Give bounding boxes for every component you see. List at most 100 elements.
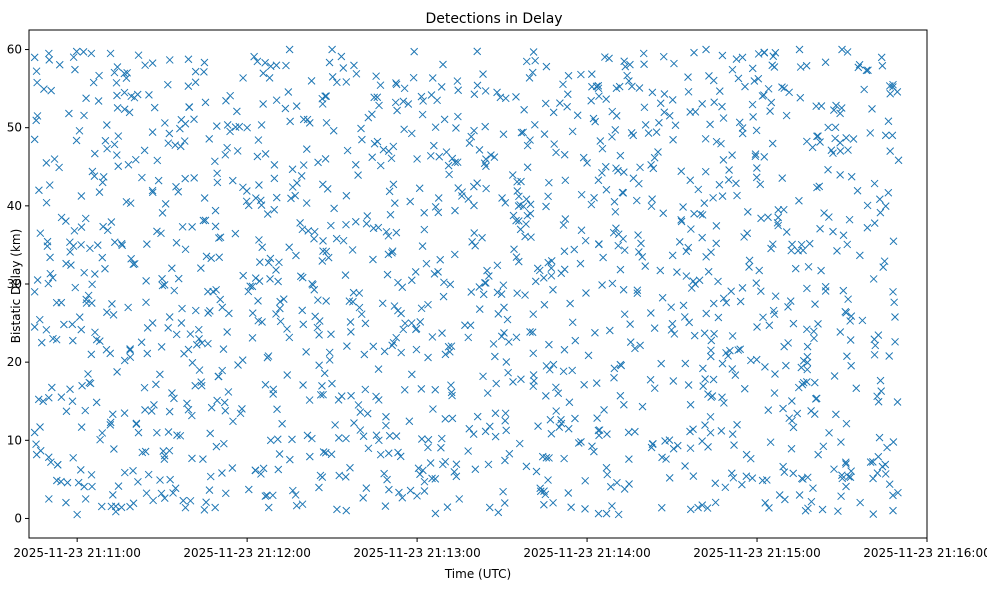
data-point	[68, 397, 77, 406]
data-point	[512, 93, 520, 101]
data-point	[360, 350, 369, 359]
x-tick-label: 2025-11-23 21:15:00	[693, 546, 820, 560]
data-point	[370, 93, 379, 102]
data-point	[836, 109, 844, 118]
data-point	[30, 287, 39, 296]
data-point	[417, 304, 426, 313]
data-point	[603, 430, 611, 439]
data-point	[199, 455, 207, 463]
data-point	[453, 77, 462, 85]
data-point	[62, 217, 70, 225]
data-point	[843, 240, 852, 249]
data-point	[702, 252, 711, 261]
data-point	[178, 222, 187, 231]
data-point	[216, 233, 225, 242]
data-point	[501, 409, 510, 418]
data-point	[228, 176, 237, 185]
data-point	[188, 223, 196, 231]
data-point	[231, 229, 240, 238]
y-tick-label: 0	[14, 511, 22, 525]
data-point	[629, 131, 638, 140]
data-point	[178, 304, 186, 313]
data-point	[894, 488, 902, 497]
data-point	[226, 127, 234, 136]
data-point	[863, 201, 872, 210]
data-point	[239, 74, 247, 82]
data-point	[88, 167, 97, 176]
data-point	[764, 84, 773, 93]
data-point	[782, 361, 790, 370]
data-point	[172, 238, 181, 247]
data-point	[549, 108, 558, 117]
data-point	[595, 92, 603, 101]
data-point	[561, 176, 570, 185]
data-point	[682, 272, 691, 280]
data-point	[81, 214, 90, 223]
data-point	[339, 64, 348, 72]
data-point	[126, 199, 135, 208]
data-point	[468, 238, 476, 246]
data-point	[397, 348, 406, 357]
data-point	[138, 173, 146, 182]
data-point	[482, 155, 490, 163]
data-point	[523, 141, 532, 150]
data-point	[448, 391, 456, 400]
data-point	[711, 498, 720, 507]
data-point	[165, 56, 174, 64]
data-point	[147, 407, 156, 415]
data-point	[225, 309, 233, 318]
data-point	[559, 221, 568, 229]
data-point	[764, 213, 772, 222]
data-point	[509, 378, 517, 386]
data-point	[866, 458, 875, 466]
data-point	[707, 346, 715, 355]
data-point	[581, 476, 590, 485]
data-point	[680, 313, 689, 321]
data-point	[259, 69, 268, 78]
data-point	[807, 407, 815, 415]
data-point	[68, 336, 77, 345]
data-point	[180, 137, 189, 145]
data-point	[757, 214, 765, 223]
data-point	[452, 472, 461, 481]
data-point	[101, 136, 110, 145]
data-point	[342, 434, 350, 443]
data-point	[331, 421, 339, 429]
data-point	[380, 469, 388, 478]
data-point	[37, 338, 46, 347]
data-point	[200, 506, 209, 514]
data-point	[77, 240, 85, 249]
data-point	[316, 390, 325, 399]
data-point	[838, 45, 846, 54]
data-point	[156, 370, 164, 379]
data-point	[611, 126, 620, 134]
data-point	[319, 247, 327, 255]
data-point	[343, 342, 351, 351]
data-point	[78, 381, 86, 390]
data-point	[273, 405, 281, 414]
data-point	[522, 462, 531, 471]
data-point	[807, 497, 816, 506]
data-point	[700, 199, 709, 207]
data-point	[165, 313, 174, 321]
data-point	[106, 421, 115, 429]
data-point	[347, 327, 355, 336]
data-point	[536, 484, 545, 493]
data-point	[839, 286, 848, 295]
data-point	[838, 471, 846, 480]
data-point	[829, 227, 837, 236]
data-point	[53, 460, 62, 469]
data-point	[471, 241, 480, 250]
data-point	[677, 167, 686, 176]
data-point	[395, 488, 403, 497]
data-point	[778, 174, 787, 182]
data-point	[493, 261, 502, 270]
data-point	[544, 192, 552, 201]
data-point	[120, 356, 129, 365]
data-point	[593, 414, 601, 422]
data-point	[55, 60, 64, 69]
data-point	[46, 253, 54, 262]
data-point	[420, 487, 429, 495]
data-point	[797, 363, 806, 372]
data-point	[298, 500, 307, 509]
